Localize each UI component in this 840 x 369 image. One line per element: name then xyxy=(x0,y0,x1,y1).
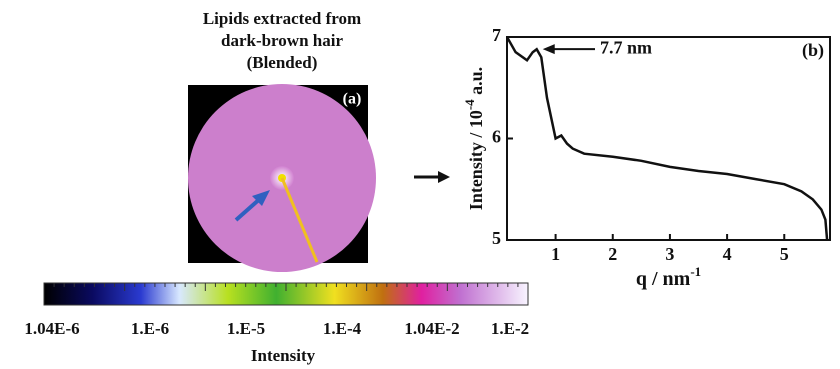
panel-a-title: dark-brown hair xyxy=(221,31,343,50)
colorbar-label: Intensity xyxy=(251,346,316,365)
colorbar-tick-label: 1.E-6 xyxy=(131,319,169,338)
y-axis-label-after: a.u. xyxy=(466,67,486,100)
x-axis-label-text: q / nm xyxy=(636,268,691,290)
colorbar-tick-label: 1.E-2 xyxy=(491,319,529,338)
annotation-arrow-head xyxy=(543,44,555,54)
y-axis-label-sup: -4 xyxy=(462,99,477,110)
colorbar-tick-label: 1.04E-6 xyxy=(24,319,79,338)
x-axis-label: q / nm-1 xyxy=(636,264,701,290)
colorbar-tick-label: 1.E-4 xyxy=(323,319,362,338)
y-tick-label: 7 xyxy=(492,25,501,45)
annotation: 7.7 nm xyxy=(600,37,652,57)
y-axis-label: Intensity / 10-4 a.u. xyxy=(462,67,486,210)
x-tick-label: 5 xyxy=(780,244,789,264)
figure: Lipids extracted from dark-brown hair (B… xyxy=(0,0,840,369)
x-axis-label-sup: -1 xyxy=(690,264,701,279)
x-tick-label: 3 xyxy=(665,244,674,264)
colorbar-tick-label: 1.04E-2 xyxy=(404,319,459,338)
x-tick-label: 4 xyxy=(723,244,732,264)
y-axis-label-text: Intensity / 10 xyxy=(466,110,486,210)
transition-arrow-head xyxy=(438,171,450,183)
panel-label: (b) xyxy=(802,40,824,61)
data-line xyxy=(507,37,827,240)
y-tick-label: 5 xyxy=(492,228,501,248)
panel-a-title: Lipids extracted from xyxy=(203,9,361,28)
panel-label: (a) xyxy=(343,91,362,108)
colorbar-tick-label: 1.E-5 xyxy=(227,319,265,338)
panel-a-title: (Blended) xyxy=(247,53,318,72)
x-tick-label: 2 xyxy=(608,244,617,264)
y-tick-label: 6 xyxy=(492,127,501,147)
x-tick-label: 1 xyxy=(551,244,560,264)
